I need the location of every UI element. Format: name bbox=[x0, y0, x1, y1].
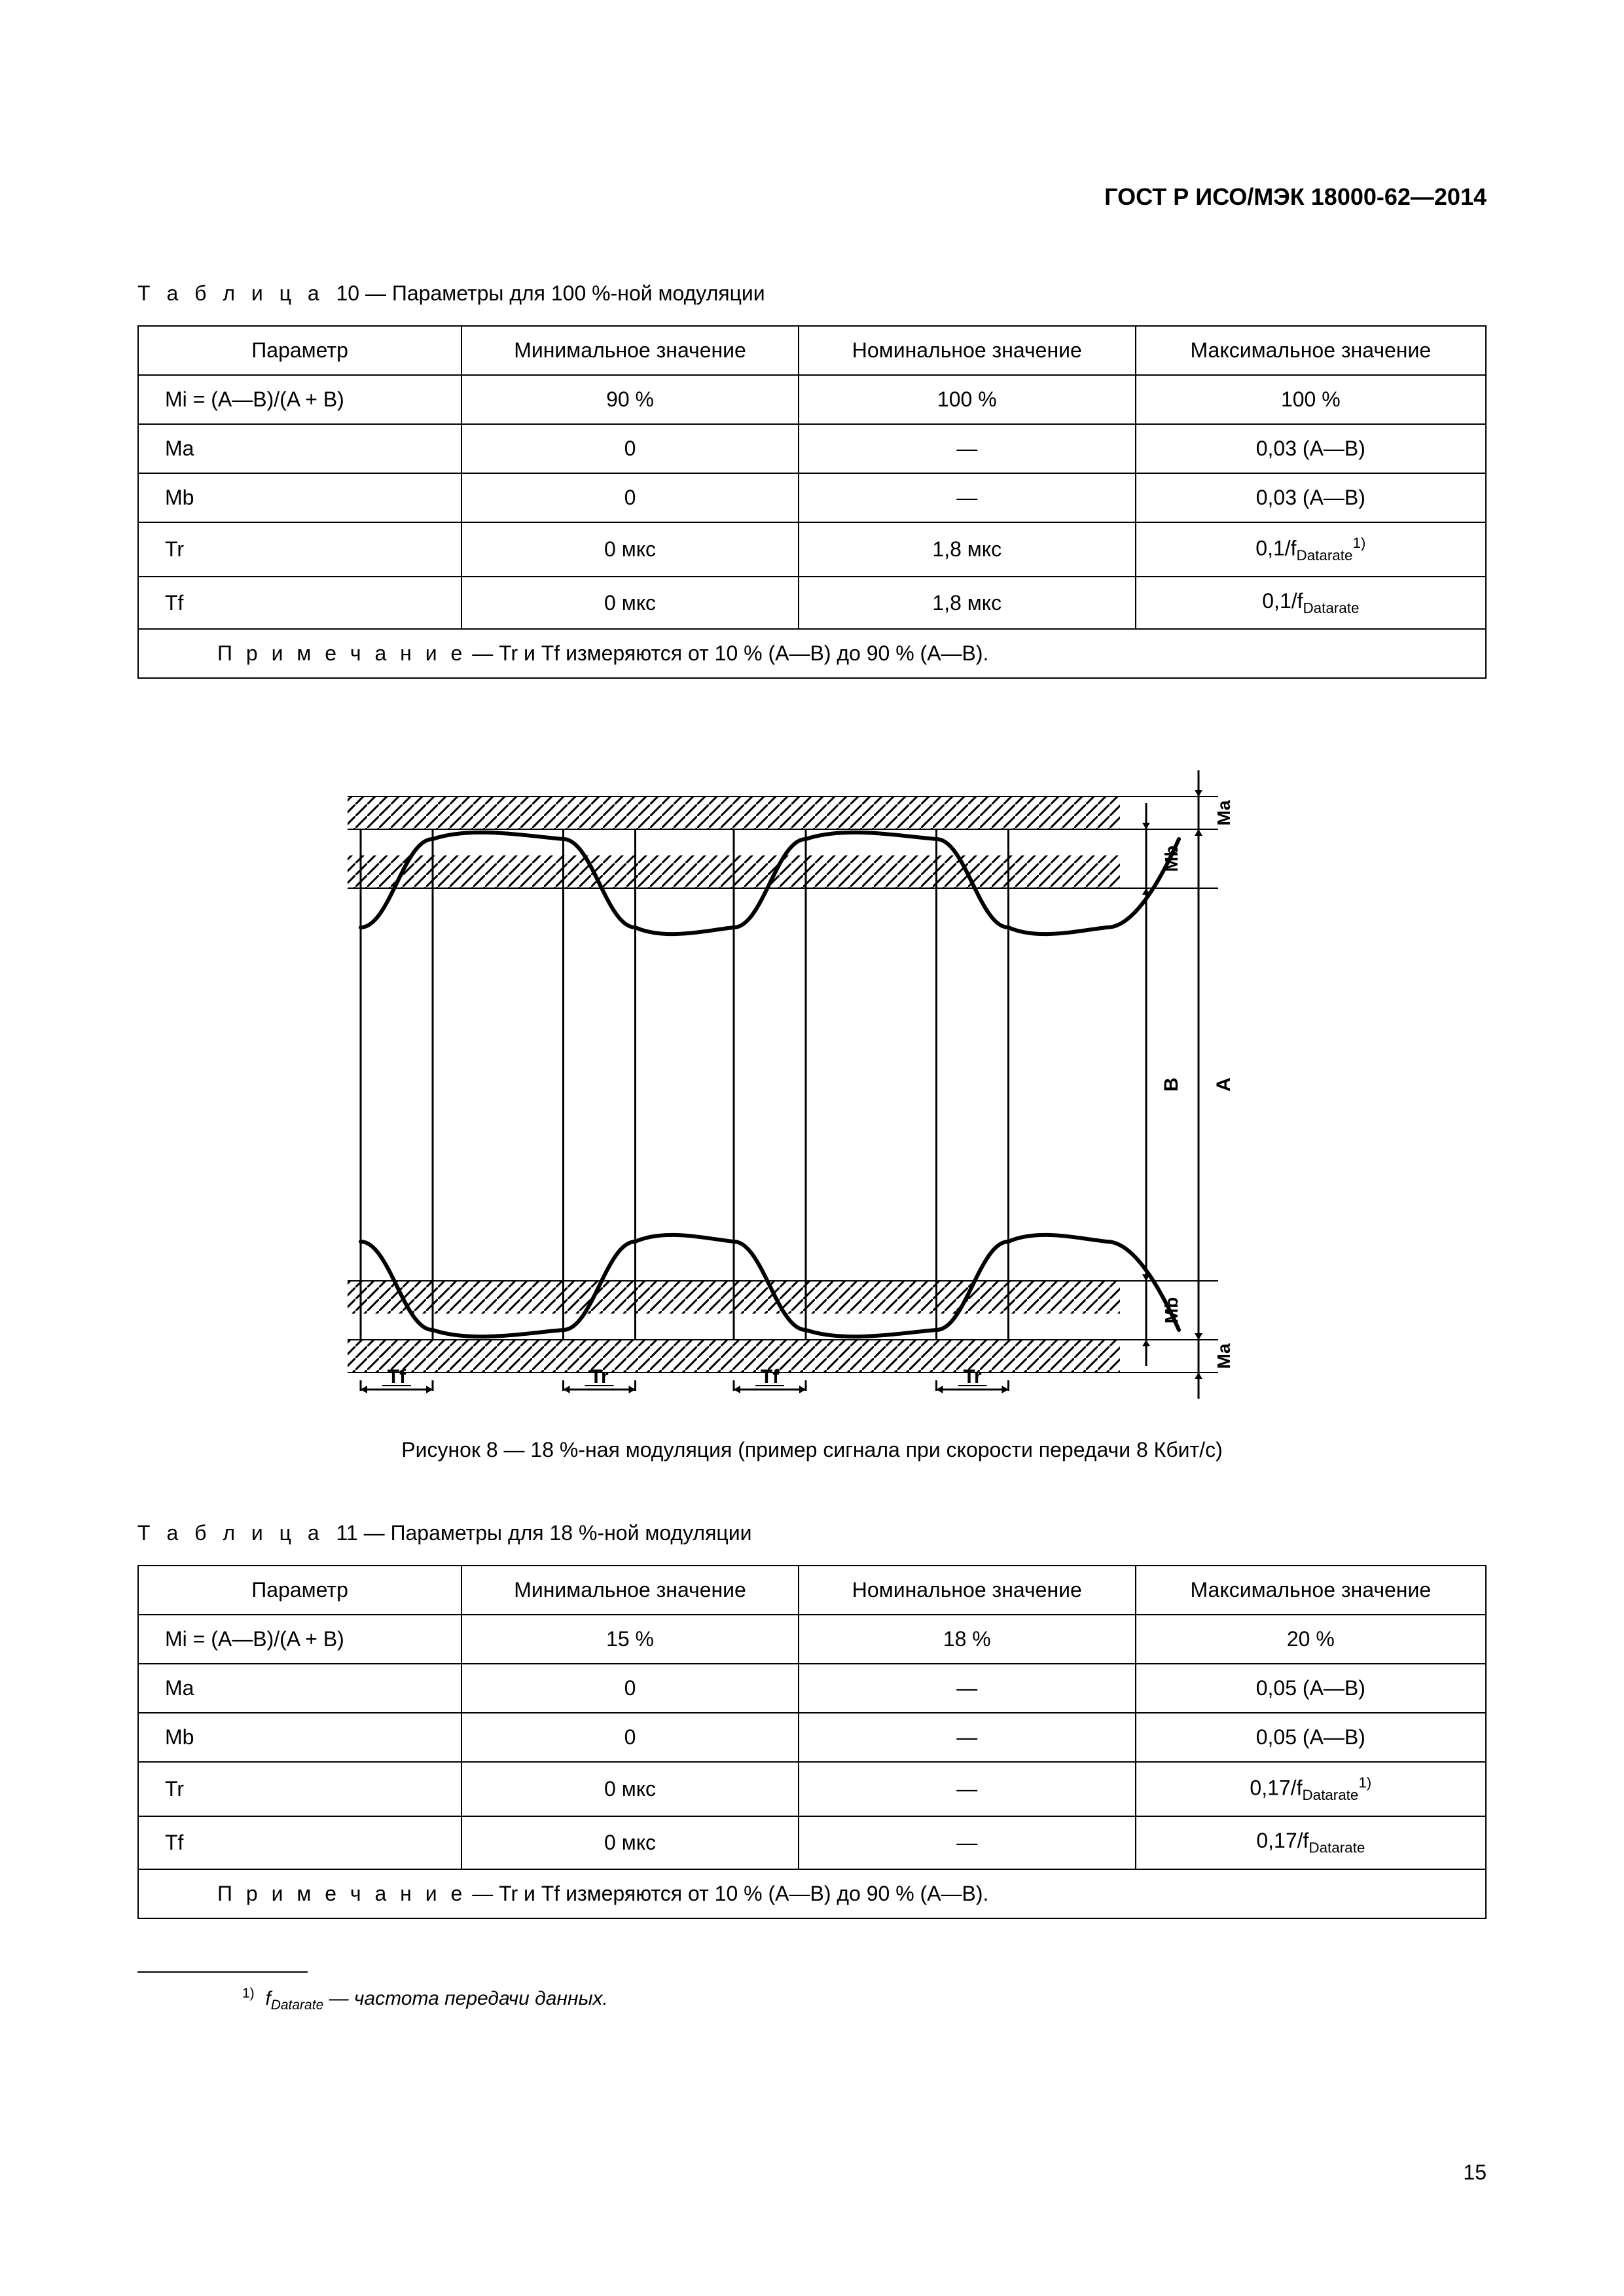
param-cell: Tf bbox=[138, 577, 461, 629]
min-cell: 0 мкс bbox=[461, 522, 799, 577]
table-note: П р и м е ч а н и е — Tr и Tf измеряются… bbox=[138, 1869, 1486, 1918]
min-cell: 0 bbox=[461, 424, 799, 473]
figure8: Tf Tr Tf Tr Ma A Ma Mb B Mb Рисунок 8 — 18 %-ная … bbox=[137, 757, 1487, 1462]
table-header: Максимальное значение bbox=[1136, 326, 1486, 375]
nom-cell: 1,8 мкс bbox=[799, 522, 1136, 577]
nom-cell: 18 % bbox=[799, 1615, 1136, 1664]
min-cell: 0 мкс bbox=[461, 1816, 799, 1869]
min-cell: 90 % bbox=[461, 375, 799, 424]
table-header: Номинальное значение bbox=[799, 326, 1136, 375]
nom-cell: — bbox=[799, 424, 1136, 473]
max-cell: 0,05 (A—B) bbox=[1136, 1664, 1486, 1713]
table-row: Mi = (A—B)/(A + B)90 %100 %100 % bbox=[138, 375, 1486, 424]
table-row: Ma0—0,03 (A—B) bbox=[138, 424, 1486, 473]
table-row: Tr0 мкс—0,17/fDatarate1) bbox=[138, 1762, 1486, 1816]
table-row: Tf0 мкс—0,17/fDatarate bbox=[138, 1816, 1486, 1869]
footnote-symbol: fDatarate bbox=[265, 1988, 323, 2009]
table-row: Tf0 мкс1,8 мкс0,1/fDatarate bbox=[138, 577, 1486, 629]
min-cell: 0 bbox=[461, 473, 799, 522]
table10: ПараметрМинимальное значениеНоминальное … bbox=[137, 325, 1487, 679]
max-cell: 20 % bbox=[1136, 1615, 1486, 1664]
nom-cell: — bbox=[799, 1664, 1136, 1713]
page-number: 15 bbox=[1463, 2161, 1487, 2185]
param-cell: Tf bbox=[138, 1816, 461, 1869]
svg-text:Tf: Tf bbox=[387, 1366, 406, 1388]
table11-caption-num: 11 bbox=[336, 1521, 357, 1545]
svg-text:Ma: Ma bbox=[1214, 1344, 1234, 1369]
table10-caption-num: 10 bbox=[336, 281, 359, 305]
footnote-definition: — частота передачи данных. bbox=[323, 1988, 608, 2009]
table-row: Tr0 мкс1,8 мкс0,1/fDatarate1) bbox=[138, 522, 1486, 577]
table-row: Mi = (A—B)/(A + B)15 %18 %20 % bbox=[138, 1615, 1486, 1664]
max-cell: 0,17/fDatarate1) bbox=[1136, 1762, 1486, 1816]
nom-cell: 1,8 мкс bbox=[799, 577, 1136, 629]
table-header: Номинальное значение bbox=[799, 1566, 1136, 1615]
table11-caption: Т а б л и ц а 11 — Параметры для 18 %-но… bbox=[137, 1521, 1487, 1545]
min-cell: 0 bbox=[461, 1664, 799, 1713]
max-cell: 100 % bbox=[1136, 375, 1486, 424]
svg-text:Ma: Ma bbox=[1214, 800, 1234, 826]
max-cell: 0,03 (A—B) bbox=[1136, 473, 1486, 522]
max-cell: 0,17/fDatarate bbox=[1136, 1816, 1486, 1869]
nom-cell: 100 % bbox=[799, 375, 1136, 424]
table-header: Максимальное значение bbox=[1136, 1566, 1486, 1615]
nom-cell: — bbox=[799, 1713, 1136, 1762]
table-note: П р и м е ч а н и е — Tr и Tf измеряются… bbox=[138, 629, 1486, 678]
table-header: Минимальное значение bbox=[461, 326, 799, 375]
footnote-rule bbox=[137, 1971, 308, 1973]
min-cell: 15 % bbox=[461, 1615, 799, 1664]
param-cell: Tr bbox=[138, 522, 461, 577]
table-header: Минимальное значение bbox=[461, 1566, 799, 1615]
svg-text:Tr: Tr bbox=[590, 1366, 609, 1388]
param-cell: Tr bbox=[138, 1762, 461, 1816]
nom-cell: — bbox=[799, 473, 1136, 522]
table10-caption: Т а б л и ц а 10 — Параметры для 100 %-н… bbox=[137, 281, 1487, 306]
param-cell: Mb bbox=[138, 473, 461, 522]
table-row: Mb0—0,03 (A—B) bbox=[138, 473, 1486, 522]
min-cell: 0 мкс bbox=[461, 577, 799, 629]
param-cell: Mb bbox=[138, 1713, 461, 1762]
max-cell: 0,03 (A—B) bbox=[1136, 424, 1486, 473]
svg-text:A: A bbox=[1213, 1078, 1235, 1092]
table10-caption-prefix: Т а б л и ц а bbox=[137, 281, 325, 305]
footnote-marker: 1) bbox=[242, 1986, 255, 2001]
table-header: Параметр bbox=[138, 1566, 461, 1615]
nom-cell: — bbox=[799, 1816, 1136, 1869]
param-cell: Ma bbox=[138, 1664, 461, 1713]
footnote: 1) fDatarate — частота передачи данных. bbox=[137, 1986, 1487, 2013]
max-cell: 0,1/fDatarate1) bbox=[1136, 522, 1486, 577]
table-row: Mb0—0,05 (A—B) bbox=[138, 1713, 1486, 1762]
svg-text:Mb: Mb bbox=[1161, 846, 1182, 872]
nom-cell: — bbox=[799, 1762, 1136, 1816]
max-cell: 0,05 (A—B) bbox=[1136, 1713, 1486, 1762]
table-header: Параметр bbox=[138, 326, 461, 375]
max-cell: 0,1/fDatarate bbox=[1136, 577, 1486, 629]
param-cell: Mi = (A—B)/(A + B) bbox=[138, 375, 461, 424]
param-cell: Ma bbox=[138, 424, 461, 473]
table11-caption-prefix: Т а б л и ц а bbox=[137, 1521, 325, 1545]
svg-text:Tr: Tr bbox=[963, 1366, 982, 1388]
svg-text:Tf: Tf bbox=[760, 1366, 779, 1388]
min-cell: 0 мкс bbox=[461, 1762, 799, 1816]
table10-caption-text: — Параметры для 100 %-ной модуляции bbox=[365, 281, 765, 305]
param-cell: Mi = (A—B)/(A + B) bbox=[138, 1615, 461, 1664]
table-row: Ma0—0,05 (A—B) bbox=[138, 1664, 1486, 1713]
document-header: ГОСТ Р ИСО/МЭК 18000-62—2014 bbox=[1104, 183, 1487, 211]
figure8-caption: Рисунок 8 — 18 %-ная модуляция (пример с… bbox=[137, 1438, 1487, 1462]
table11-caption-text: — Параметры для 18 %-ной модуляции bbox=[364, 1521, 752, 1545]
table11: ПараметрМинимальное значениеНоминальное … bbox=[137, 1565, 1487, 1918]
svg-text:B: B bbox=[1161, 1078, 1182, 1092]
min-cell: 0 bbox=[461, 1713, 799, 1762]
svg-text:Mb: Mb bbox=[1161, 1297, 1182, 1323]
